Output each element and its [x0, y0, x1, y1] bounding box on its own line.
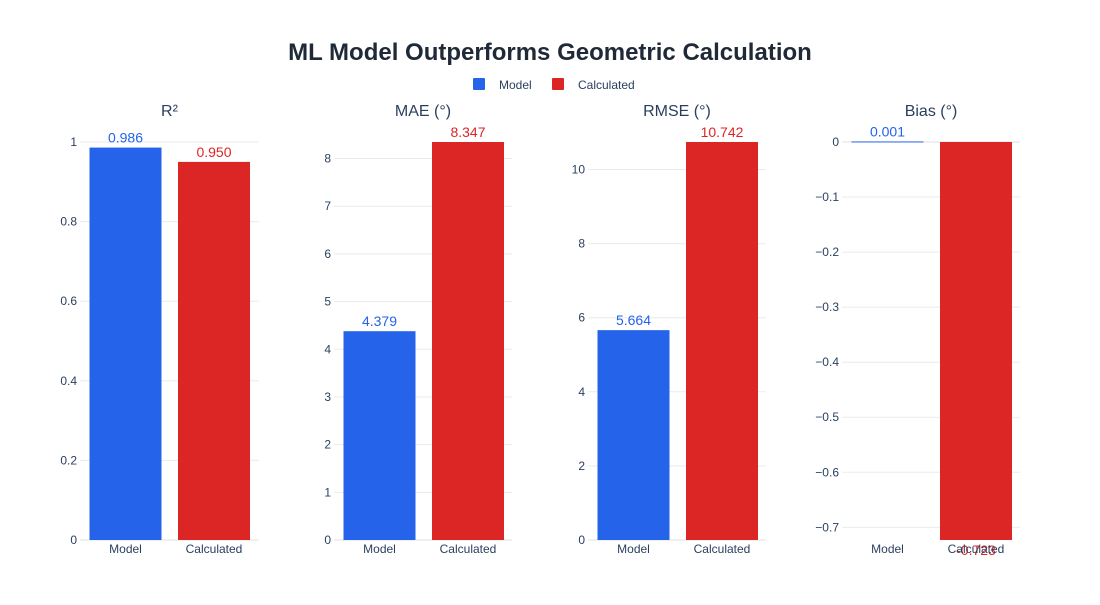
ytick-label-r2-1: 0.2: [60, 453, 77, 467]
ytick-label-rmse-3: 6: [578, 311, 585, 325]
bar-bias-calculated[interactable]: [940, 142, 1012, 540]
data-label-r2-calculated: 0.950: [196, 144, 231, 160]
ytick-label-mae-1: 1: [324, 485, 331, 499]
ytick-label-bias-3: −0.3: [815, 300, 839, 314]
legend-swatch-model[interactable]: [473, 78, 485, 90]
bar-rmse-calculated[interactable]: [686, 142, 758, 540]
subplots-layer: R² 0 0.2 0.4 0.6 0.8 1 0.986 Model 0.950 Calculate…: [60, 103, 1020, 558]
data-label-r2-model: 0.986: [108, 130, 143, 146]
data-label-mae-model: 4.379: [362, 313, 397, 329]
subplot-title-mae: MAE (°): [395, 103, 451, 120]
subplot-bias: Bias (°) 0 −0.1 −0.2 −0.3 −0.4 −0.5 −0.6 −0.7 0.0…: [815, 103, 1020, 558]
ytick-label-mae-0: 0: [324, 533, 331, 547]
xtick-label-r2-model: Model: [109, 542, 142, 556]
ytick-label-bias-2: −0.2: [815, 245, 839, 259]
subplot-title-rmse: RMSE (°): [643, 103, 711, 120]
ytick-label-mae-3: 3: [324, 390, 331, 404]
subplot-mae: MAE (°) 0 1 2 3 4 5 6 7 8 4.379 Model 8.347 Calculate…: [324, 103, 512, 556]
ytick-label-bias-6: −0.6: [815, 465, 839, 479]
bar-rmse-model[interactable]: [597, 330, 670, 540]
ytick-label-r2-0: 0: [70, 533, 77, 547]
data-label-bias-calculated: -0.723: [956, 542, 996, 558]
xtick-label-r2-calculated: Calculated: [186, 542, 243, 556]
legend-swatch-calculated[interactable]: [552, 78, 564, 90]
ytick-label-r2-3: 0.6: [60, 294, 77, 308]
ytick-label-rmse-1: 2: [578, 459, 585, 473]
xtick-label-mae-calculated: Calculated: [440, 542, 497, 556]
ytick-label-mae-7: 7: [324, 199, 331, 213]
xtick-label-rmse-model: Model: [617, 542, 650, 556]
bar-mae-calculated[interactable]: [432, 142, 504, 540]
chart-title: ML Model Outperforms Geometric Calculati…: [288, 39, 812, 66]
data-label-rmse-calculated: 10.742: [701, 124, 744, 140]
ytick-label-rmse-0: 0: [578, 533, 585, 547]
ytick-label-bias-7: −0.7: [815, 520, 839, 534]
ytick-label-r2-4: 0.8: [60, 215, 77, 229]
ytick-label-mae-6: 6: [324, 247, 331, 261]
bar-bias-model[interactable]: [851, 141, 924, 143]
bar-r2-model[interactable]: [89, 147, 162, 540]
ytick-label-rmse-5: 10: [572, 162, 586, 176]
ytick-label-mae-2: 2: [324, 438, 331, 452]
subplot-rmse: RMSE (°) 0 2 4 6 8 10 5.664 Model 10.742 Calculate…: [572, 103, 766, 556]
ytick-label-mae-8: 8: [324, 152, 331, 166]
xtick-label-bias-calculated: Calculated: [948, 542, 1005, 556]
ytick-label-rmse-2: 4: [578, 385, 585, 399]
bar-mae-model[interactable]: [343, 331, 416, 540]
subplot-title-bias: Bias (°): [905, 103, 958, 120]
bar-r2-calculated[interactable]: [178, 161, 250, 540]
ytick-label-bias-0: 0: [832, 135, 839, 149]
data-label-mae-calculated: 8.347: [450, 124, 485, 140]
subplot-r2: R² 0 0.2 0.4 0.6 0.8 1 0.986 Model 0.950 Calculate…: [60, 103, 259, 556]
legend-label-calculated[interactable]: Calculated: [578, 78, 635, 92]
ytick-label-rmse-4: 8: [578, 237, 585, 251]
ytick-label-bias-4: −0.4: [815, 355, 839, 369]
xtick-label-rmse-calculated: Calculated: [694, 542, 751, 556]
ytick-label-bias-1: −0.1: [815, 190, 839, 204]
ytick-label-mae-5: 5: [324, 295, 331, 309]
ytick-label-r2-5: 1: [70, 135, 77, 149]
data-label-bias-model: 0.001: [870, 123, 905, 139]
ytick-label-bias-5: −0.5: [815, 410, 839, 424]
legend-label-model[interactable]: Model: [499, 78, 532, 92]
ytick-label-mae-4: 4: [324, 342, 331, 356]
subplot-title-r2: R²: [161, 103, 179, 120]
xtick-label-bias-model: Model: [871, 542, 904, 556]
legend[interactable]: Model Calculated: [473, 78, 635, 92]
ytick-label-r2-2: 0.4: [60, 374, 77, 388]
data-label-rmse-model: 5.664: [616, 312, 651, 328]
xtick-label-mae-model: Model: [363, 542, 396, 556]
